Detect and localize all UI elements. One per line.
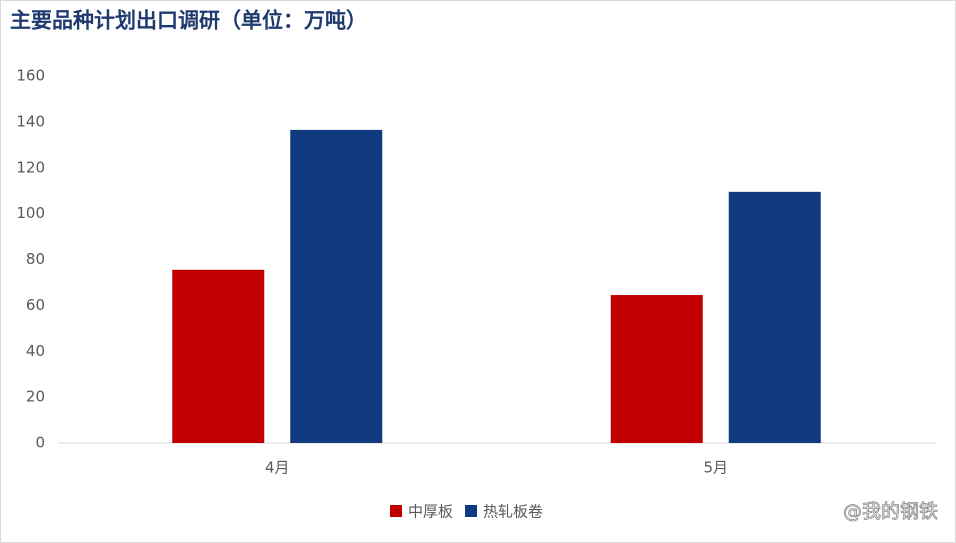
- x-tick-label: 4月: [265, 459, 290, 477]
- y-tick-label: 60: [26, 296, 45, 314]
- x-tick-label: 5月: [703, 459, 728, 477]
- y-tick-label: 80: [26, 250, 45, 268]
- legend-swatch: [390, 505, 402, 517]
- y-tick-label: 40: [26, 342, 45, 360]
- y-tick-label: 120: [16, 158, 45, 176]
- y-tick-label: 20: [26, 388, 45, 406]
- watermark: @我的钢铁: [843, 501, 938, 523]
- y-tick-label: 100: [16, 204, 45, 222]
- bar: [172, 269, 265, 443]
- bar: [610, 295, 703, 443]
- bar: [728, 191, 821, 443]
- y-tick-label: 160: [16, 67, 45, 85]
- chart-title: 主要品种计划出口调研（单位：万吨）: [10, 8, 367, 33]
- legend-label: 中厚板: [408, 503, 453, 521]
- y-tick-label: 140: [16, 112, 45, 130]
- legend-swatch: [465, 505, 478, 517]
- bar: [290, 129, 383, 443]
- y-tick-label: 0: [35, 434, 45, 452]
- legend-label: 热轧板卷: [483, 503, 543, 521]
